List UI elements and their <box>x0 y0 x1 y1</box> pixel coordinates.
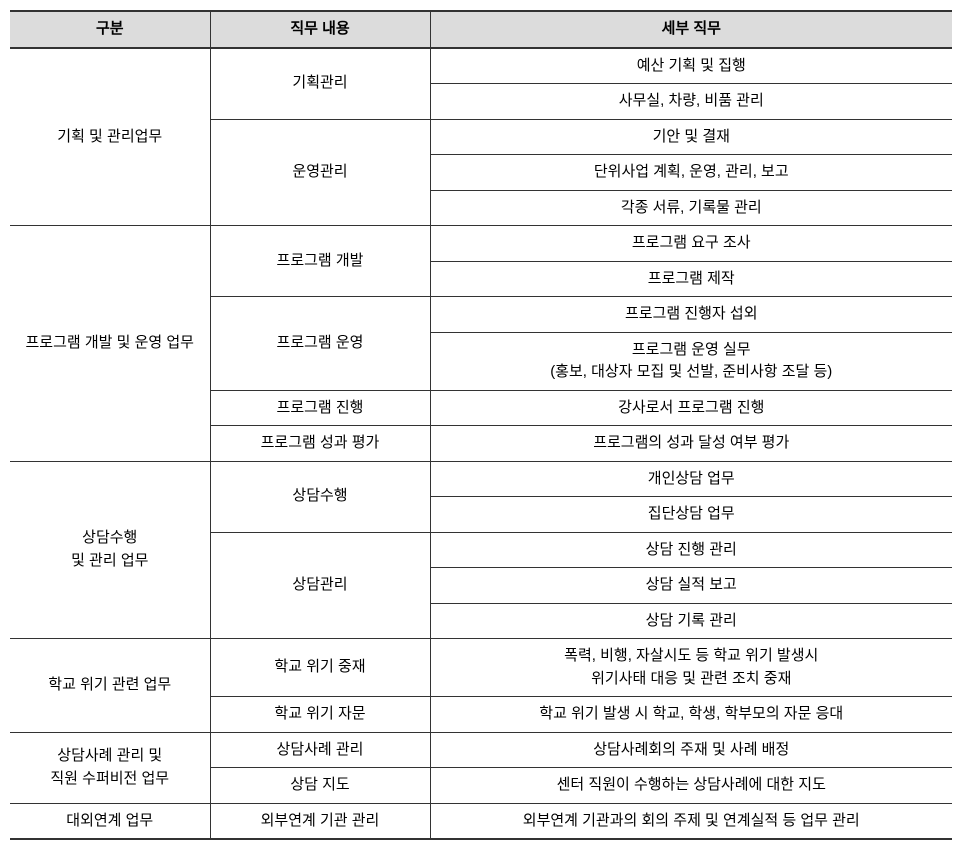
table-row: 학교 위기 관련 업무학교 위기 중재폭력, 비행, 자살시도 등 학교 위기 … <box>10 639 952 697</box>
detail-cell: 강사로서 프로그램 진행 <box>430 390 952 426</box>
header-category: 구분 <box>10 11 210 48</box>
table-row: 기획 및 관리업무기획관리예산 기획 및 집행 <box>10 48 952 84</box>
category-cell: 대외연계 업무 <box>10 803 210 839</box>
detail-cell: 사무실, 차량, 비품 관리 <box>430 84 952 120</box>
detail-cell: 예산 기획 및 집행 <box>430 48 952 84</box>
detail-cell: 상담사례회의 주재 및 사례 배정 <box>430 732 952 768</box>
category-cell: 기획 및 관리업무 <box>10 48 210 226</box>
detail-cell: 상담 실적 보고 <box>430 568 952 604</box>
detail-cell: 외부연계 기관과의 회의 주제 및 연계실적 등 업무 관리 <box>430 803 952 839</box>
category-cell: 프로그램 개발 및 운영 업무 <box>10 226 210 462</box>
job-content-cell: 운영관리 <box>210 119 430 226</box>
detail-cell: 폭력, 비행, 자살시도 등 학교 위기 발생시위기사태 대응 및 관련 조치 … <box>430 639 952 697</box>
table-body: 기획 및 관리업무기획관리예산 기획 및 집행사무실, 차량, 비품 관리운영관… <box>10 48 952 840</box>
detail-cell: 단위사업 계획, 운영, 관리, 보고 <box>430 155 952 191</box>
job-content-cell: 상담사례 관리 <box>210 732 430 768</box>
job-content-cell: 기획관리 <box>210 48 430 120</box>
detail-cell: 각종 서류, 기록물 관리 <box>430 190 952 226</box>
detail-cell: 집단상담 업무 <box>430 497 952 533</box>
detail-cell: 프로그램 제작 <box>430 261 952 297</box>
job-content-cell: 상담수행 <box>210 461 430 532</box>
detail-cell: 프로그램 운영 실무(홍보, 대상자 모집 및 선발, 준비사항 조달 등) <box>430 332 952 390</box>
job-content-cell: 프로그램 진행 <box>210 390 430 426</box>
job-content-cell: 상담관리 <box>210 532 430 639</box>
detail-cell: 상담 기록 관리 <box>430 603 952 639</box>
detail-cell: 기안 및 결재 <box>430 119 952 155</box>
detail-cell: 개인상담 업무 <box>430 461 952 497</box>
job-content-cell: 상담 지도 <box>210 768 430 804</box>
job-duties-table: 구분 직무 내용 세부 직무 기획 및 관리업무기획관리예산 기획 및 집행사무… <box>10 10 952 840</box>
category-cell: 상담수행및 관리 업무 <box>10 461 210 639</box>
job-content-cell: 프로그램 개발 <box>210 226 430 297</box>
job-content-cell: 학교 위기 자문 <box>210 697 430 733</box>
job-content-cell: 프로그램 성과 평가 <box>210 426 430 462</box>
table-row: 대외연계 업무외부연계 기관 관리외부연계 기관과의 회의 주제 및 연계실적 … <box>10 803 952 839</box>
detail-cell: 프로그램 진행자 섭외 <box>430 297 952 333</box>
detail-cell: 학교 위기 발생 시 학교, 학생, 학부모의 자문 응대 <box>430 697 952 733</box>
table-header-row: 구분 직무 내용 세부 직무 <box>10 11 952 48</box>
header-detail: 세부 직무 <box>430 11 952 48</box>
category-cell: 상담사례 관리 및직원 수퍼비전 업무 <box>10 732 210 803</box>
table-row: 프로그램 개발 및 운영 업무프로그램 개발프로그램 요구 조사 <box>10 226 952 262</box>
job-content-cell: 프로그램 운영 <box>210 297 430 391</box>
detail-cell: 프로그램 요구 조사 <box>430 226 952 262</box>
job-content-cell: 학교 위기 중재 <box>210 639 430 697</box>
header-job-content: 직무 내용 <box>210 11 430 48</box>
detail-cell: 센터 직원이 수행하는 상담사례에 대한 지도 <box>430 768 952 804</box>
detail-cell: 프로그램의 성과 달성 여부 평가 <box>430 426 952 462</box>
category-cell: 학교 위기 관련 업무 <box>10 639 210 733</box>
table-row: 상담사례 관리 및직원 수퍼비전 업무상담사례 관리상담사례회의 주재 및 사례… <box>10 732 952 768</box>
detail-cell: 상담 진행 관리 <box>430 532 952 568</box>
job-content-cell: 외부연계 기관 관리 <box>210 803 430 839</box>
table-row: 상담수행및 관리 업무상담수행개인상담 업무 <box>10 461 952 497</box>
